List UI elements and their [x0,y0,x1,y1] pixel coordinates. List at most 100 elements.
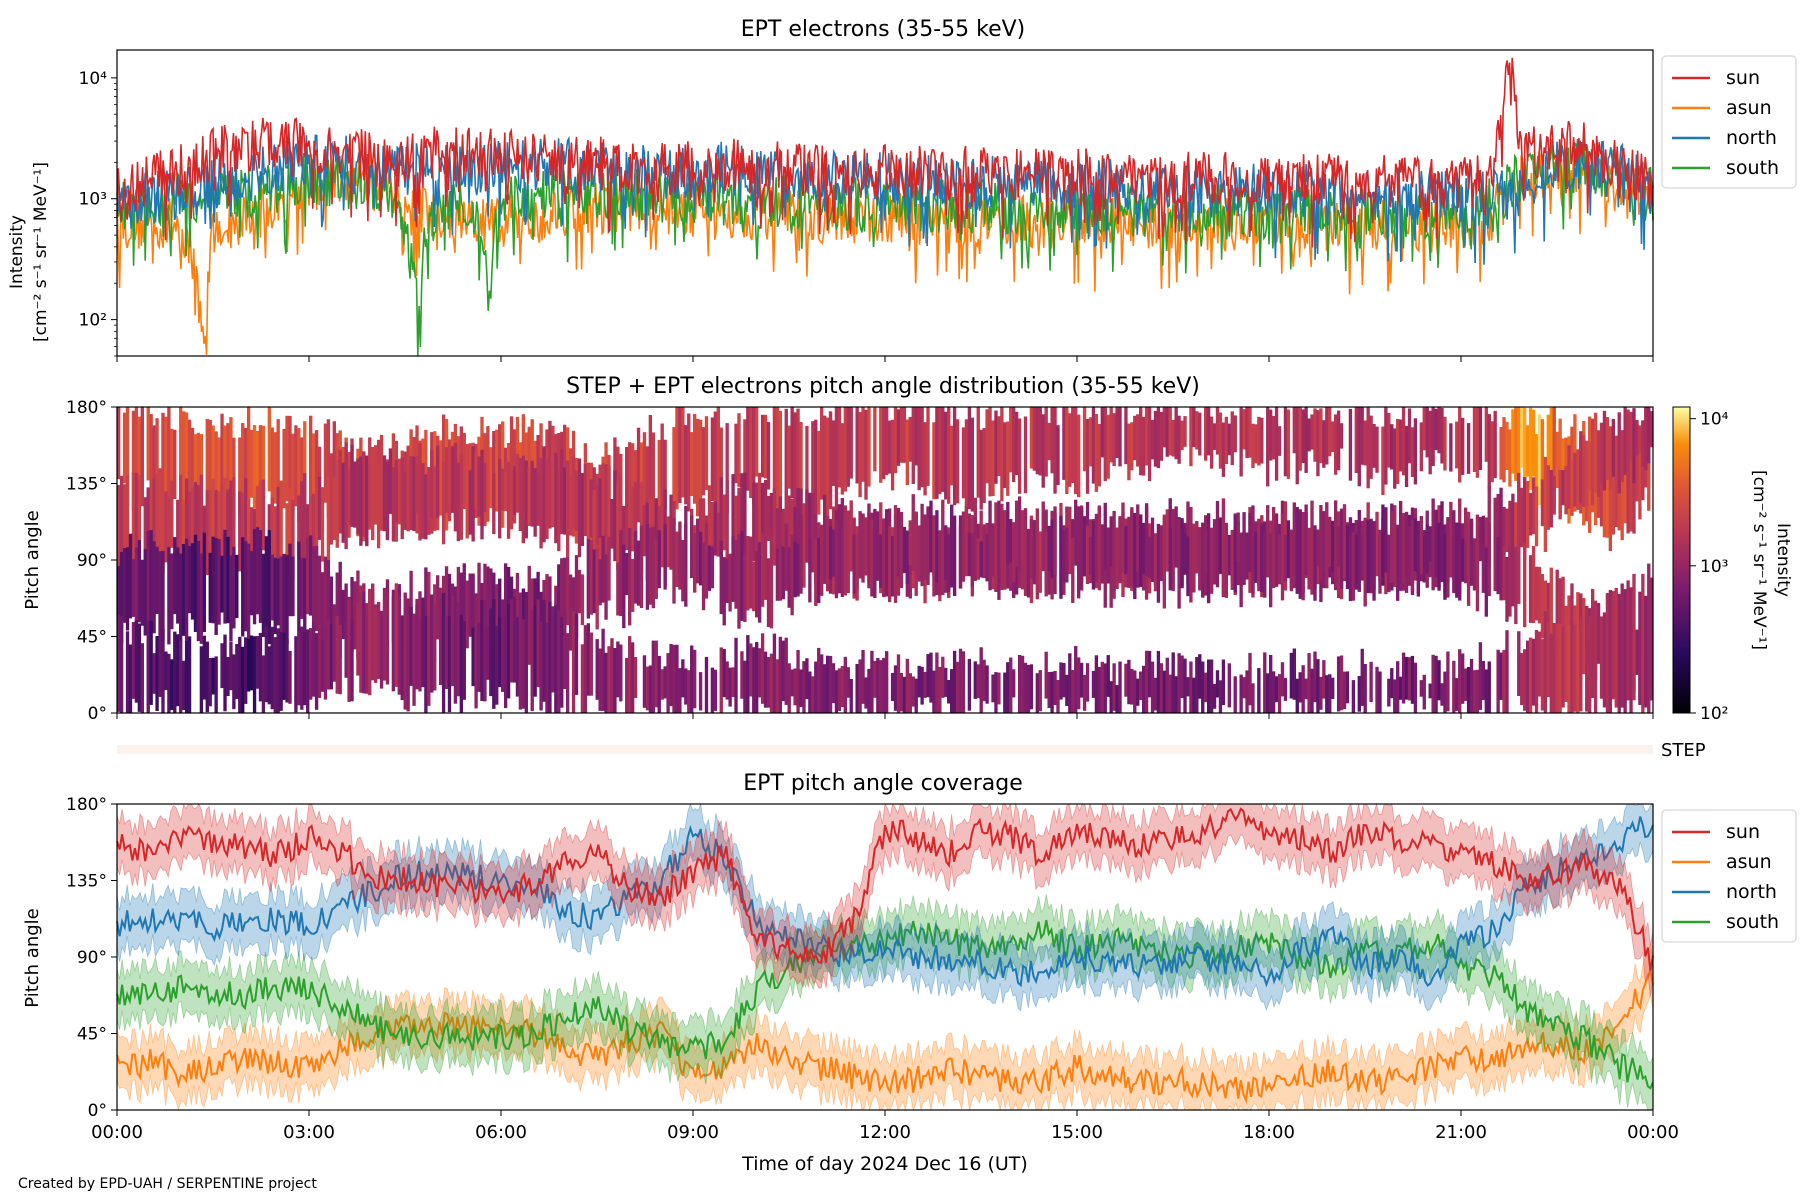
heatmap-cell-asun [1322,660,1326,699]
heatmap-cell-sun [976,407,980,498]
heatmap-cell-south [698,531,703,586]
heatmap-cell-north [518,458,523,531]
heatmap-cell-south [1534,566,1539,621]
heatmap-cell-north [241,492,245,575]
heatmap-cell-sun [893,407,898,474]
heatmap-cell-south [1357,510,1361,592]
heatmap-cell-south [489,568,493,641]
heatmap-cell-south [817,537,821,603]
heatmap-cell-asun [1023,662,1028,713]
heatmap-cell-south [840,525,845,593]
heatmap-cell-south [125,547,130,631]
heatmap-cell-asun [1626,580,1630,701]
heatmap-cell-sun [1260,417,1264,464]
heatmap-cell-north [524,460,528,539]
heatmap-cell-south [1183,533,1187,575]
heatmap-cell-asun [1162,670,1167,713]
heatmap-cell-asun [1301,665,1305,713]
heatmap-cell-asun [657,655,661,713]
heatmap-cell-sun [1393,428,1397,489]
heatmap-cell-south [1348,517,1353,602]
heatmap-cell-south [1121,502,1125,573]
heatmap-cell-asun [595,639,599,700]
heatmap-cell-south [784,523,788,591]
heatmap-cell-sun [1071,407,1075,484]
heatmap-cell-asun [1307,653,1311,713]
heatmap-cell-north [249,507,254,564]
heatmap-cell-north [563,467,567,535]
heatmap-cell-north [740,473,744,557]
heatmap-cell-south [808,539,812,603]
heatmap-cell-south [140,559,144,626]
heatmap-cell-north [1041,501,1045,572]
heatmap-cell-north [193,482,198,576]
heatmap-cell-asun [554,605,558,713]
heatmap-cell-north [385,461,390,541]
heatmap-cell-sun [760,414,765,478]
heatmap-cell-sun [1407,408,1412,464]
heatmap-cell-north [1561,470,1565,506]
heatmap-cell-north [808,492,812,565]
heatmap-cell-south [1009,518,1013,563]
heatmap-cell-north [619,475,623,554]
heatmap-cell-sun [899,407,904,463]
heatmap-cell-asun [347,598,351,702]
heatmap-cell-sun [1461,417,1465,475]
heatmap-cell-sun [270,427,274,506]
heatmap-cell-sun [994,410,998,484]
heatmap-cell-sun [1540,419,1545,508]
heatmap-cell-north [1582,435,1586,507]
heatmap-cell-asun [905,658,910,713]
heatmap-cell-asun [459,614,463,713]
heatmap-cell-sun [896,409,901,466]
heatmap-cell-north [530,460,534,527]
heatmap-cell-south [1286,520,1291,579]
heatmap-cell-north [701,498,706,564]
heatmap-cell-asun [787,663,791,713]
heatmap-cell-south [1103,502,1107,571]
heatmap-cell-sun [935,407,939,499]
heatmap-cell-asun [1174,676,1178,713]
heatmap-cell-asun [152,653,156,694]
heatmap-cell-asun [885,651,889,713]
heatmap-cell-asun [1540,639,1545,711]
heatmap-cell-south [1298,509,1302,599]
heatmap-cell-north [474,452,478,509]
heatmap-cell-south [1020,512,1025,590]
heatmap-cell-asun [802,661,806,713]
heatmap-cell-sun [1198,412,1202,456]
heatmap-cell-asun [805,658,809,700]
heatmap-cell-asun [1543,611,1548,713]
heatmap-cell-north [601,463,605,568]
heatmap-cell-north [1531,477,1536,535]
heatmap-cell-asun [252,636,257,713]
heatmap-cell-north [1514,502,1518,553]
heatmap-cell-asun [944,667,948,697]
heatmap-cell-sun [1369,415,1373,479]
heatmap-cell-north [498,458,502,539]
panel2-title: STEP + EPT electrons pitch angle distrib… [566,374,1200,399]
heatmap-cell-south [1094,513,1099,582]
colorbar-tick-label-2: 10⁴ [1700,410,1729,430]
heatmap-cell-sun [1307,418,1311,452]
heatmap-cell-north [155,473,159,569]
heatmap-cell-sun [843,407,847,492]
heatmap-cell-sun [746,407,750,491]
heatmap-cell-sun [713,411,718,508]
heatmap-cell-asun [1502,649,1506,713]
heatmap-cell-north [424,474,428,540]
heatmap-cell-asun [979,647,983,713]
heatmap-cell-sun [1195,411,1199,450]
heatmap-cell-south [766,558,771,628]
heatmap-cell-sun [1626,450,1630,534]
heatmap-cell-sun [1082,407,1087,472]
heatmap-cell-sun [867,407,871,487]
heatmap-cell-sun [648,415,653,520]
heatmap-cell-south [1224,522,1229,585]
heatmap-cell-asun [1165,657,1169,713]
heatmap-cell-sun [944,411,948,500]
panel3-ytick-label-2: 90° [77,948,107,968]
heatmap-cell-south [1428,526,1432,562]
heatmap-cell-sun [991,420,995,497]
